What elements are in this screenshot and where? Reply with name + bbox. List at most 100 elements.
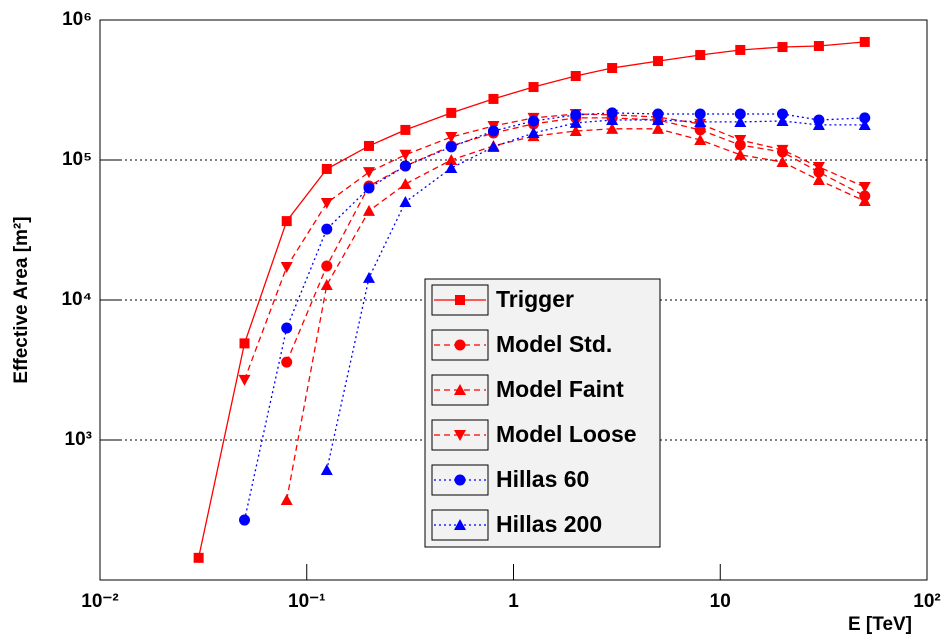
data-point [281,216,292,227]
data-point [858,182,871,194]
data-point [812,118,825,130]
y-tick-label: 10⁶ [62,9,92,30]
legend-marker [454,519,466,530]
data-point [362,271,375,283]
legend-label: Hillas 200 [496,511,602,537]
legend-marker [454,384,466,395]
data-point [734,115,747,127]
y-tick-label: 10³ [65,429,92,450]
x-tick-label: 10 [710,591,731,612]
data-point [652,114,665,126]
data-point [321,260,333,272]
legend-swatch-box [431,329,489,361]
data-point [320,278,333,290]
data-point [399,196,412,208]
data-point [399,177,412,189]
y-tick-label: 10⁴ [61,289,92,310]
data-point [528,115,540,127]
y-axis-label: Effective Area [m²] [11,216,32,383]
data-point [362,167,375,179]
data-point [446,107,457,118]
legend-swatch-box [431,464,489,496]
x-tick-label: 1 [508,591,519,612]
data-point [193,552,204,563]
data-point [694,108,706,120]
legend-swatch-box [431,284,489,316]
series-line [243,113,866,381]
data-point [859,36,870,47]
data-point [859,112,871,124]
data-point [363,182,375,194]
data-point [606,122,619,134]
x-tick-label: 10² [913,591,940,612]
data-point [695,50,706,61]
legend-marker [454,474,466,486]
series-line [326,119,865,471]
data-point [653,56,664,67]
x-axis-label: E [TeV] [848,614,912,635]
data-point [280,262,293,274]
data-point [776,155,789,167]
data-point [281,356,293,368]
data-point [320,198,333,210]
data-point [281,322,293,334]
legend: Trigger Model Std. Model Faint Model Loose H… [424,278,661,548]
data-point [694,133,707,145]
legend-label: Model Std. [496,331,612,357]
plot-frame [99,19,928,581]
data-point [321,223,333,235]
data-point [812,162,825,174]
data-point [570,71,581,82]
data-point [734,148,747,160]
data-point [570,109,582,121]
data-point [606,107,618,119]
data-point [606,114,619,126]
data-point [445,161,458,173]
legend-marker [455,295,465,305]
data-point [776,144,789,156]
legend-label: Trigger [496,286,574,312]
data-point [777,42,788,53]
legend-swatch-box [431,419,489,451]
data-point [321,163,332,174]
legend-label: Model Faint [496,376,624,402]
data-point [487,140,500,152]
data-point [399,149,412,161]
data-point [652,122,665,134]
data-point [734,134,747,146]
data-point [694,115,707,127]
legend-marker [454,430,466,441]
data-point [735,44,746,55]
y-tick-label: 10⁵ [62,149,92,170]
data-point [362,204,375,216]
data-point [445,131,458,143]
data-point [445,141,457,153]
data-point [569,116,582,128]
data-point [813,41,824,52]
data-point [607,63,618,74]
data-point [812,174,825,186]
legend-swatch-box [431,509,489,541]
data-point [734,108,746,120]
data-point [487,125,499,137]
data-point [858,118,871,130]
data-point [445,154,458,165]
data-point [320,463,333,475]
legend-label: Model Loose [496,421,637,447]
legend-box [424,278,661,548]
data-point [488,93,499,104]
legend-swatch-box [431,374,489,406]
data-point [400,124,411,135]
data-point [238,374,251,386]
data-point [239,514,251,526]
data-point [569,125,582,137]
legend-label: Hillas 60 [496,466,589,492]
data-point [528,82,539,93]
legend-marker [454,339,466,351]
data-point [399,160,411,172]
data-point [363,140,374,151]
data-point [858,195,871,207]
data-point [239,338,250,349]
data-point [280,493,293,505]
data-point [527,126,540,138]
